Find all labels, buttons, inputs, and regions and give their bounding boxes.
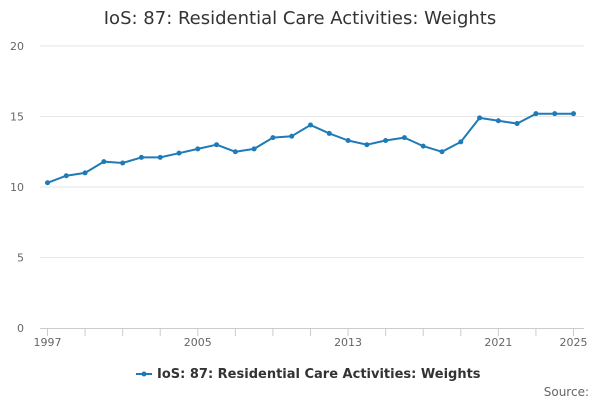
gridlines xyxy=(40,45,584,258)
legend-point-marker xyxy=(141,371,147,377)
x-axis: 1997 2005 2013 2021 2025 xyxy=(34,328,588,349)
data-point[interactable] xyxy=(289,133,295,139)
y-tick-label: 0 xyxy=(17,322,24,335)
data-point[interactable] xyxy=(364,142,370,148)
data-point[interactable] xyxy=(157,154,163,160)
x-tick-label: 2021 xyxy=(484,336,512,349)
y-tick-label: 15 xyxy=(10,111,24,124)
data-point[interactable] xyxy=(214,142,220,148)
x-tick-label: 1997 xyxy=(34,336,62,349)
data-point[interactable] xyxy=(138,154,144,160)
data-point[interactable] xyxy=(401,135,407,141)
legend[interactable]: IoS: 87: Residential Care Activities: We… xyxy=(136,367,481,382)
data-point[interactable] xyxy=(552,111,558,117)
data-point[interactable] xyxy=(101,159,107,165)
x-tick-label: 2025 xyxy=(560,336,588,349)
data-point[interactable] xyxy=(345,137,351,143)
data-point[interactable] xyxy=(308,122,313,128)
data-point[interactable] xyxy=(571,111,576,117)
data-point[interactable] xyxy=(458,139,464,145)
y-tick-label: 10 xyxy=(10,181,24,194)
data-point[interactable] xyxy=(326,130,332,136)
data-point[interactable] xyxy=(176,150,182,156)
data-point[interactable] xyxy=(45,180,50,186)
data-point[interactable] xyxy=(195,146,201,152)
data-point[interactable] xyxy=(383,137,389,143)
data-point[interactable] xyxy=(251,146,257,152)
data-point[interactable] xyxy=(420,143,426,149)
data-point[interactable] xyxy=(270,135,276,141)
data-point[interactable] xyxy=(495,118,501,124)
data-point[interactable] xyxy=(439,149,445,155)
data-point[interactable] xyxy=(63,173,69,179)
source-label: Source: xyxy=(544,385,589,399)
plot-area xyxy=(45,111,576,186)
data-point[interactable] xyxy=(514,121,520,127)
legend-label: IoS: 87: Residential Care Activities: We… xyxy=(157,367,481,382)
y-tick-label: 20 xyxy=(10,40,24,53)
y-axis: 0 5 10 15 20 xyxy=(10,40,24,335)
chart-title: IoS: 87: Residential Care Activities: We… xyxy=(104,8,496,29)
x-tick-label: 2005 xyxy=(184,336,212,349)
x-tick-label: 2013 xyxy=(334,336,362,349)
data-point[interactable] xyxy=(533,111,539,117)
data-point[interactable] xyxy=(232,149,238,155)
data-point[interactable] xyxy=(82,170,88,176)
data-point[interactable] xyxy=(477,115,483,121)
y-tick-label: 5 xyxy=(17,252,24,265)
data-point[interactable] xyxy=(120,160,126,166)
